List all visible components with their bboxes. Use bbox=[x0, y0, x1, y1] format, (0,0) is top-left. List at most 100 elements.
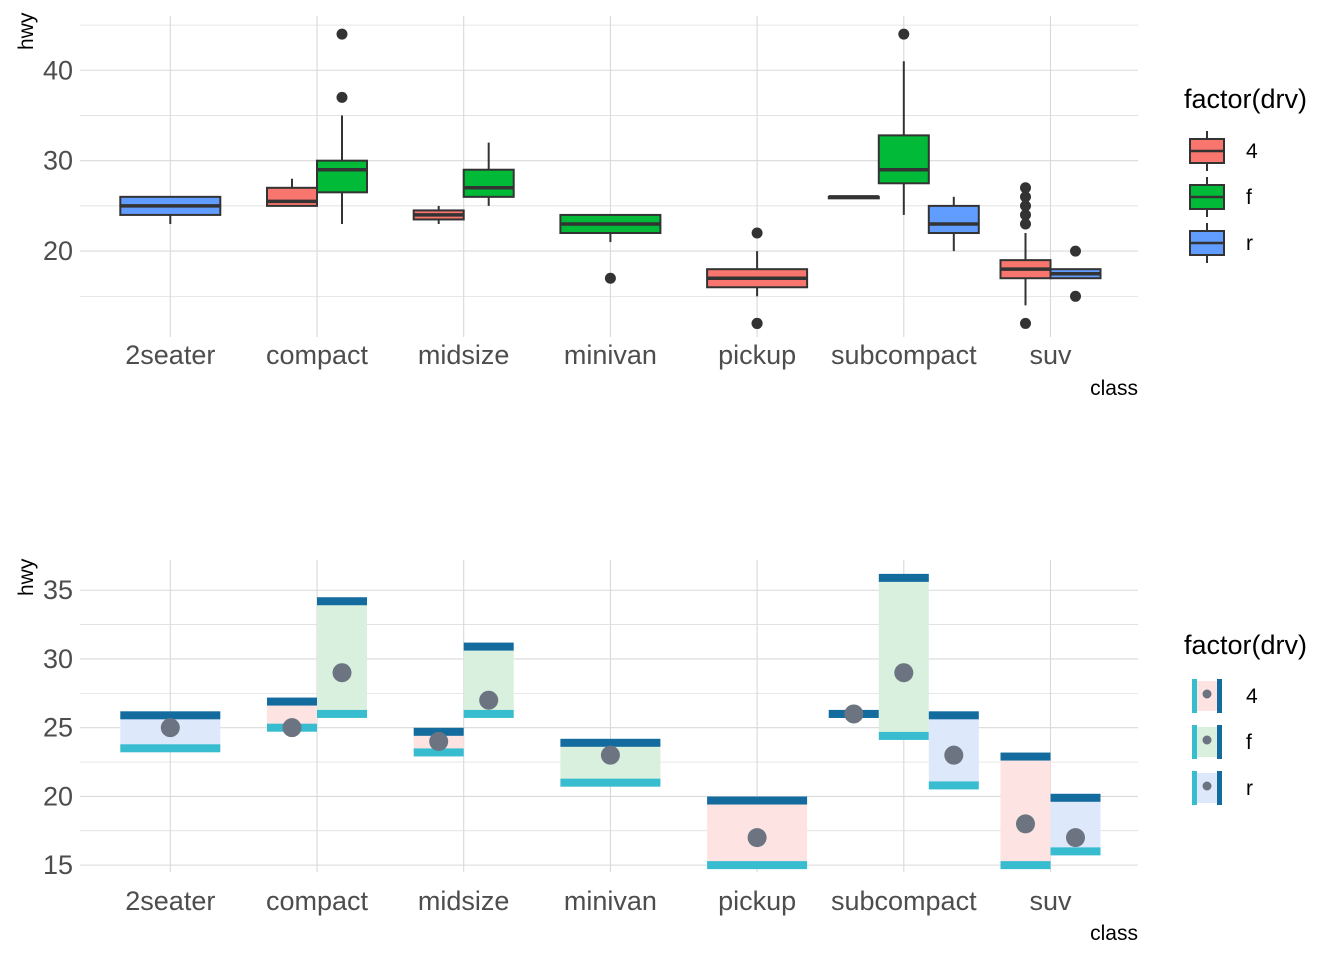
interval-low-bar bbox=[120, 744, 221, 753]
interval-2seater-r bbox=[120, 711, 221, 753]
box-suv-4 bbox=[999, 182, 1052, 329]
boxplot-marks bbox=[119, 28, 1102, 329]
legend-point bbox=[1202, 735, 1212, 745]
interval-high-bar bbox=[120, 711, 221, 720]
legend-label-r: r bbox=[1246, 777, 1253, 800]
interval-subcompact-r bbox=[928, 711, 979, 790]
interval-high-bar bbox=[560, 738, 661, 747]
outlier-point bbox=[1070, 245, 1081, 257]
y-tick-label: 30 bbox=[43, 644, 73, 674]
interval-point bbox=[600, 745, 620, 765]
interval-panel: 15 20 25 30 35 2seater compact midsize minivan p… bbox=[15, 558, 1307, 945]
x-tick-label-suv: suv bbox=[1029, 886, 1072, 916]
interval-suv-r bbox=[1050, 793, 1101, 856]
interval-low-bar bbox=[707, 861, 808, 870]
interval-point bbox=[1016, 814, 1035, 834]
interval-minivan-f bbox=[560, 738, 661, 787]
interval-midsize-f bbox=[463, 642, 514, 718]
y-tick-label: 25 bbox=[43, 713, 73, 743]
y-tick-label: 20 bbox=[43, 236, 73, 266]
legend-label-f: f bbox=[1246, 186, 1252, 209]
box-body bbox=[316, 159, 368, 194]
outlier-point bbox=[1020, 200, 1031, 212]
outlier-point bbox=[336, 28, 348, 40]
legend-key-r bbox=[1192, 771, 1222, 805]
legend-label-r: r bbox=[1246, 232, 1253, 255]
x-tick-label-pickup: pickup bbox=[718, 340, 796, 370]
box-body bbox=[927, 204, 980, 235]
box-subcompact-f bbox=[877, 28, 930, 215]
box-subcompact-r bbox=[927, 196, 980, 252]
x-tick-label-subcompact: subcompact bbox=[831, 886, 977, 916]
interval-midsize-4 bbox=[413, 727, 464, 757]
y-tick-label: 35 bbox=[43, 575, 73, 605]
interval-y-axis-title: hwy bbox=[15, 558, 38, 596]
boxplot-y-axis-title: hwy bbox=[15, 12, 38, 50]
interval-point bbox=[332, 663, 352, 683]
interval-point bbox=[747, 828, 767, 848]
interval-low-bar bbox=[317, 709, 367, 718]
interval-ribbon bbox=[317, 601, 367, 714]
y-tick-label: 15 bbox=[43, 850, 73, 880]
interval-high-bar bbox=[707, 796, 808, 805]
interval-point bbox=[1066, 828, 1085, 848]
outlier-point bbox=[1020, 182, 1031, 194]
legend-low-bar bbox=[1192, 725, 1197, 759]
x-tick-label-midsize: midsize bbox=[418, 886, 510, 916]
box-body bbox=[462, 168, 515, 198]
interval-low-bar bbox=[463, 709, 514, 718]
box-pickup-4 bbox=[706, 227, 809, 329]
interval-point bbox=[429, 731, 449, 751]
box-compact-f bbox=[316, 28, 368, 224]
interval-high-bar bbox=[928, 711, 979, 720]
x-tick-label-minivan: minivan bbox=[564, 340, 657, 370]
interval-high-bar bbox=[267, 697, 317, 706]
y-tick-label: 30 bbox=[43, 146, 73, 176]
interval-low-bar bbox=[878, 731, 929, 740]
legend-key-4 bbox=[1189, 131, 1225, 171]
box-minivan-f bbox=[559, 213, 662, 284]
interval-point bbox=[944, 745, 964, 765]
legend-label-4: 4 bbox=[1246, 685, 1258, 708]
outlier-point bbox=[1020, 209, 1031, 221]
interval-point bbox=[479, 690, 499, 710]
legend-point bbox=[1202, 781, 1212, 791]
outlier-point bbox=[1070, 290, 1081, 302]
interval-marks bbox=[120, 573, 1101, 870]
outlier-point bbox=[1020, 218, 1031, 230]
interval-low-bar bbox=[413, 748, 464, 757]
interval-legend: factor(drv) 4 fr bbox=[1184, 630, 1307, 805]
legend-high-bar bbox=[1217, 725, 1222, 759]
interval-low-bar bbox=[928, 781, 979, 790]
interval-point bbox=[844, 704, 864, 724]
interval-point bbox=[894, 663, 914, 683]
x-tick-label-suv: suv bbox=[1029, 340, 1072, 370]
interval-low-bar bbox=[1050, 847, 1101, 856]
boxplot-legend-title: factor(drv) bbox=[1184, 84, 1307, 114]
interval-high-bar bbox=[317, 597, 367, 606]
boxplot-panel: 20 30 40 2seater compact midsize minivan picku… bbox=[15, 12, 1307, 400]
box-suv-r bbox=[1049, 245, 1102, 302]
interval-pickup-4 bbox=[707, 796, 808, 870]
interval-high-bar bbox=[413, 727, 464, 736]
box-body bbox=[877, 134, 930, 185]
legend-low-bar bbox=[1192, 771, 1197, 805]
interval-subcompact-f bbox=[878, 573, 929, 740]
interval-gridlines bbox=[80, 560, 1138, 872]
interval-compact-f bbox=[317, 597, 367, 718]
interval-low-bar bbox=[560, 778, 661, 787]
x-tick-label-pickup: pickup bbox=[718, 886, 796, 916]
interval-point bbox=[282, 718, 302, 738]
y-tick-label: 40 bbox=[43, 55, 73, 85]
interval-legend-title: factor(drv) bbox=[1184, 630, 1307, 660]
y-tick-label: 20 bbox=[43, 781, 73, 811]
legend-low-bar bbox=[1192, 679, 1197, 713]
interval-ribbon bbox=[1000, 756, 1051, 866]
outlier-point bbox=[336, 91, 348, 103]
interval-compact-4 bbox=[267, 697, 317, 738]
outlier-point bbox=[1020, 317, 1031, 329]
outlier-point bbox=[751, 317, 763, 329]
box-compact-4 bbox=[266, 178, 318, 207]
outlier-point bbox=[1020, 191, 1031, 203]
